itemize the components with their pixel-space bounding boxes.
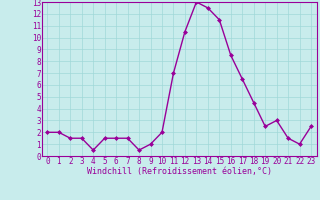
X-axis label: Windchill (Refroidissement éolien,°C): Windchill (Refroidissement éolien,°C) <box>87 167 272 176</box>
